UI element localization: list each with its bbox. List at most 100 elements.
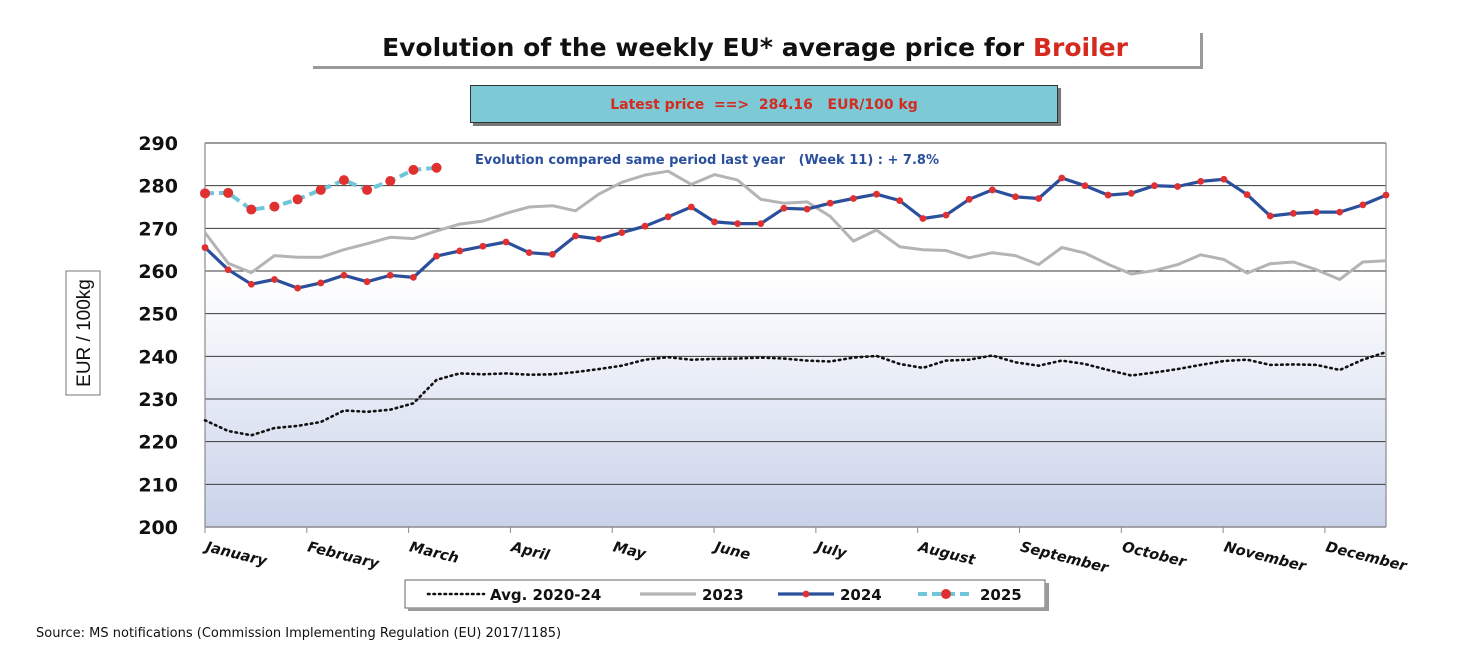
- data-point: [757, 220, 765, 228]
- x-tick-label: January: [201, 539, 269, 570]
- x-tick-label: February: [306, 539, 381, 572]
- data-point: [431, 162, 442, 173]
- y-tick-label: 210: [138, 474, 178, 496]
- data-point: [385, 175, 396, 186]
- y-tick-label: 280: [138, 176, 178, 198]
- y-tick-label: 270: [138, 218, 178, 240]
- data-point: [1197, 178, 1205, 185]
- data-point: [919, 215, 927, 222]
- data-point: [1151, 182, 1158, 190]
- data-point: [826, 199, 834, 207]
- data-point: [456, 247, 464, 255]
- data-point: [201, 244, 209, 251]
- x-tick-label: August: [916, 539, 978, 569]
- y-axis-label: EUR / 100kg: [74, 279, 95, 387]
- data-point: [479, 242, 487, 250]
- data-point: [803, 205, 811, 213]
- x-tick-label: September: [1019, 539, 1111, 576]
- data-point: [338, 175, 349, 186]
- data-point: [618, 229, 626, 237]
- x-tick-label: November: [1222, 539, 1308, 575]
- data-point: [269, 201, 280, 212]
- legend-label: Avg. 2020-24: [490, 586, 601, 604]
- legend: Avg. 2020-24 2023 2024 2025: [404, 579, 1049, 611]
- data-point: [734, 220, 742, 228]
- data-point: [942, 211, 950, 219]
- data-point: [363, 278, 371, 286]
- legend-label: 2023: [702, 586, 744, 604]
- x-tick-label: March: [408, 539, 461, 567]
- data-point: [1012, 193, 1019, 201]
- yoy-annotation: Evolution compared same period last year…: [475, 153, 939, 168]
- data-point: [687, 203, 695, 211]
- data-point: [1336, 208, 1344, 216]
- x-axis: January February March April May June July Augu…: [201, 526, 1409, 577]
- y-tick-label: 240: [138, 346, 178, 368]
- x-tick-label: December: [1324, 539, 1409, 575]
- x-tick-label: October: [1120, 539, 1188, 570]
- title-highlight: Broiler: [1032, 33, 1128, 62]
- x-tick-label: May: [611, 539, 648, 563]
- series-line: [203, 176, 1387, 290]
- data-point: [849, 195, 857, 202]
- series-2025: [200, 162, 442, 215]
- grid-lines: [205, 142, 1386, 485]
- chart-title: Evolution of the weekly EU* average pric…: [310, 30, 1200, 66]
- y-tick-label: 260: [138, 261, 178, 283]
- title-prefix: Evolution of the weekly EU* average pric…: [382, 33, 1033, 62]
- data-point: [1382, 191, 1390, 199]
- series-2023: [203, 169, 1387, 281]
- series-line: [203, 169, 1387, 281]
- data-point: [1243, 191, 1251, 199]
- data-point: [1035, 195, 1043, 202]
- data-point: [572, 232, 579, 240]
- data-point: [1220, 175, 1228, 183]
- series-avg-2020-24: [203, 350, 1388, 437]
- data-point: [292, 194, 303, 205]
- price-line-chart: 200 210 220 230 240 250 260 270 280 290 January Fe…: [65, 133, 1409, 611]
- data-point: [525, 249, 533, 257]
- data-point: [223, 187, 234, 198]
- data-point: [1289, 210, 1297, 217]
- series-line: [203, 350, 1388, 437]
- data-point: [873, 190, 880, 198]
- data-point: [294, 284, 302, 292]
- y-tick-label: 250: [138, 304, 178, 326]
- source-note: Source: MS notifications (Commission Imp…: [36, 626, 562, 641]
- data-point: [548, 250, 556, 258]
- y-tick-label: 230: [138, 389, 178, 411]
- data-point: [317, 279, 325, 287]
- data-point: [595, 235, 603, 243]
- data-point: [1359, 201, 1367, 209]
- data-point: [988, 186, 996, 194]
- x-tick-label: April: [508, 539, 551, 564]
- y-axis-label-box: EUR / 100kg: [65, 270, 101, 396]
- data-point: [1174, 183, 1181, 190]
- data-point: [200, 188, 210, 199]
- y-tick-label: 220: [138, 432, 178, 454]
- series-2024: [201, 174, 1390, 292]
- data-point: [1058, 174, 1066, 182]
- data-point: [433, 252, 440, 260]
- series-layer: [200, 162, 1390, 437]
- y-axis: 200 210 220 230 240 250 260 270 280 290: [138, 133, 1387, 539]
- legend-marker: [941, 589, 951, 599]
- data-point: [246, 204, 257, 215]
- data-point: [896, 197, 904, 205]
- data-point: [247, 280, 255, 288]
- data-point: [664, 213, 672, 221]
- data-point: [1313, 208, 1320, 216]
- y-tick-label: 200: [138, 517, 178, 539]
- plot-area: [205, 143, 1386, 527]
- data-point: [780, 204, 788, 212]
- y-tick-label: 290: [138, 133, 178, 155]
- x-tick-label: June: [710, 539, 752, 564]
- latest-price-banner: Latest price ==> 284.16 EUR/100 kg: [470, 85, 1058, 123]
- data-point: [224, 266, 232, 274]
- data-point: [1104, 191, 1112, 199]
- legend-marker: [802, 590, 810, 598]
- data-point: [711, 218, 718, 226]
- data-point: [965, 195, 973, 203]
- data-point: [502, 238, 510, 246]
- data-point: [340, 271, 348, 279]
